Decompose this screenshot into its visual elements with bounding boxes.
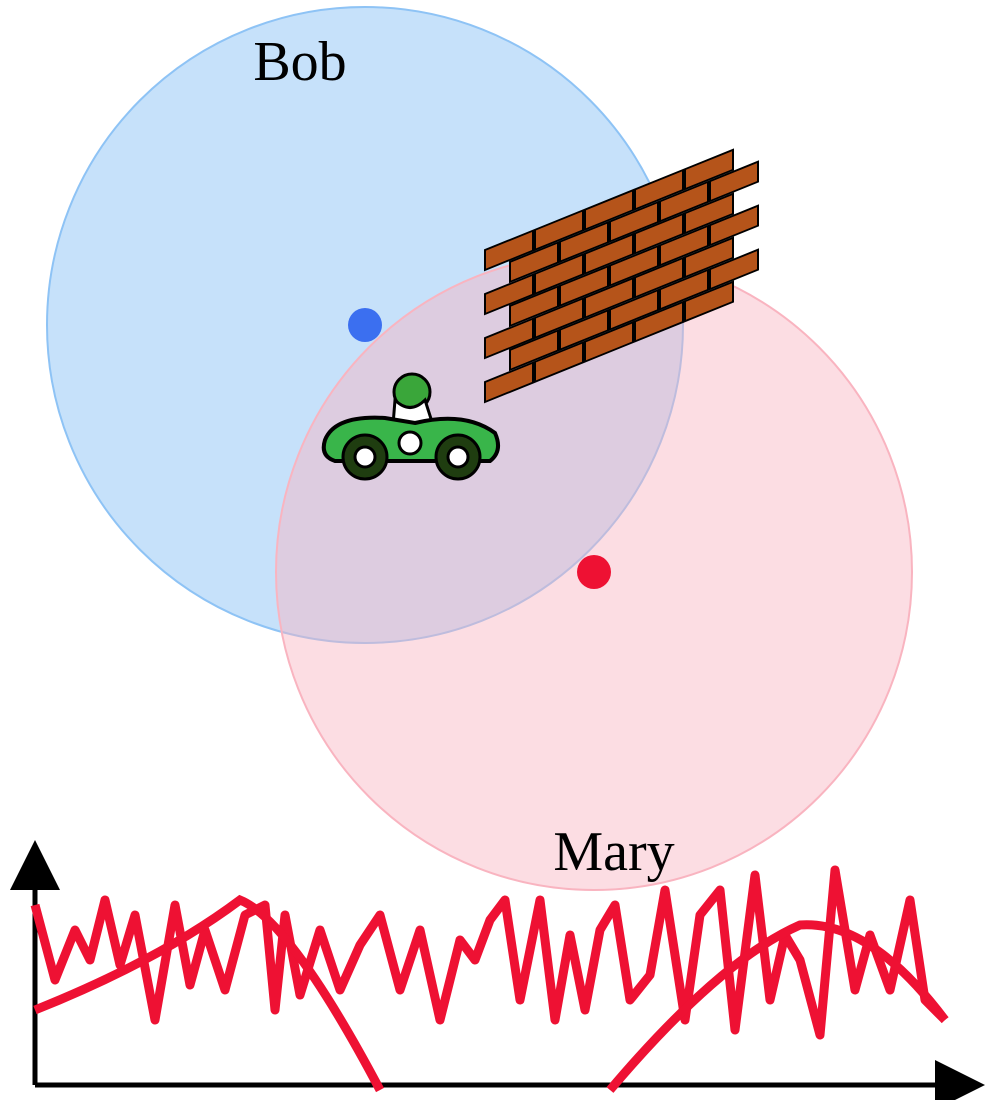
mary-dot xyxy=(577,555,611,589)
page: Bob Mary (() => { const data = JSON.pars… xyxy=(0,0,990,1100)
diagram: Bob Mary xyxy=(0,0,990,1100)
bob-dot xyxy=(348,308,382,342)
bob-label: Bob xyxy=(253,31,346,93)
mary-label: Mary xyxy=(553,821,674,883)
signal-plot xyxy=(35,850,975,1090)
